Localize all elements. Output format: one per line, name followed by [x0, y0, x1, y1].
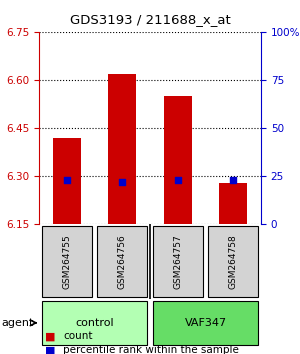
Text: GSM264756: GSM264756: [118, 234, 127, 289]
Text: count: count: [63, 331, 92, 341]
Point: [120, 179, 125, 185]
Bar: [53, 138, 81, 224]
Text: VAF347: VAF347: [184, 318, 226, 328]
Text: control: control: [75, 318, 114, 328]
Point: [64, 177, 69, 183]
FancyBboxPatch shape: [97, 226, 147, 297]
Text: GSM264755: GSM264755: [62, 234, 71, 289]
FancyBboxPatch shape: [42, 226, 92, 297]
Text: agent: agent: [2, 318, 34, 328]
Text: GDS3193 / 211688_x_at: GDS3193 / 211688_x_at: [70, 13, 230, 26]
Point: [231, 177, 236, 183]
FancyBboxPatch shape: [208, 226, 258, 297]
Point: [175, 177, 180, 183]
Text: ■: ■: [45, 331, 56, 341]
Text: percentile rank within the sample: percentile rank within the sample: [63, 346, 239, 354]
Text: ■: ■: [45, 346, 56, 354]
FancyBboxPatch shape: [42, 301, 147, 344]
Text: GSM264758: GSM264758: [229, 234, 238, 289]
FancyBboxPatch shape: [153, 226, 203, 297]
Bar: [108, 74, 136, 224]
Text: GSM264757: GSM264757: [173, 234, 182, 289]
FancyBboxPatch shape: [153, 301, 258, 344]
Bar: [164, 96, 192, 224]
Bar: [219, 183, 247, 224]
